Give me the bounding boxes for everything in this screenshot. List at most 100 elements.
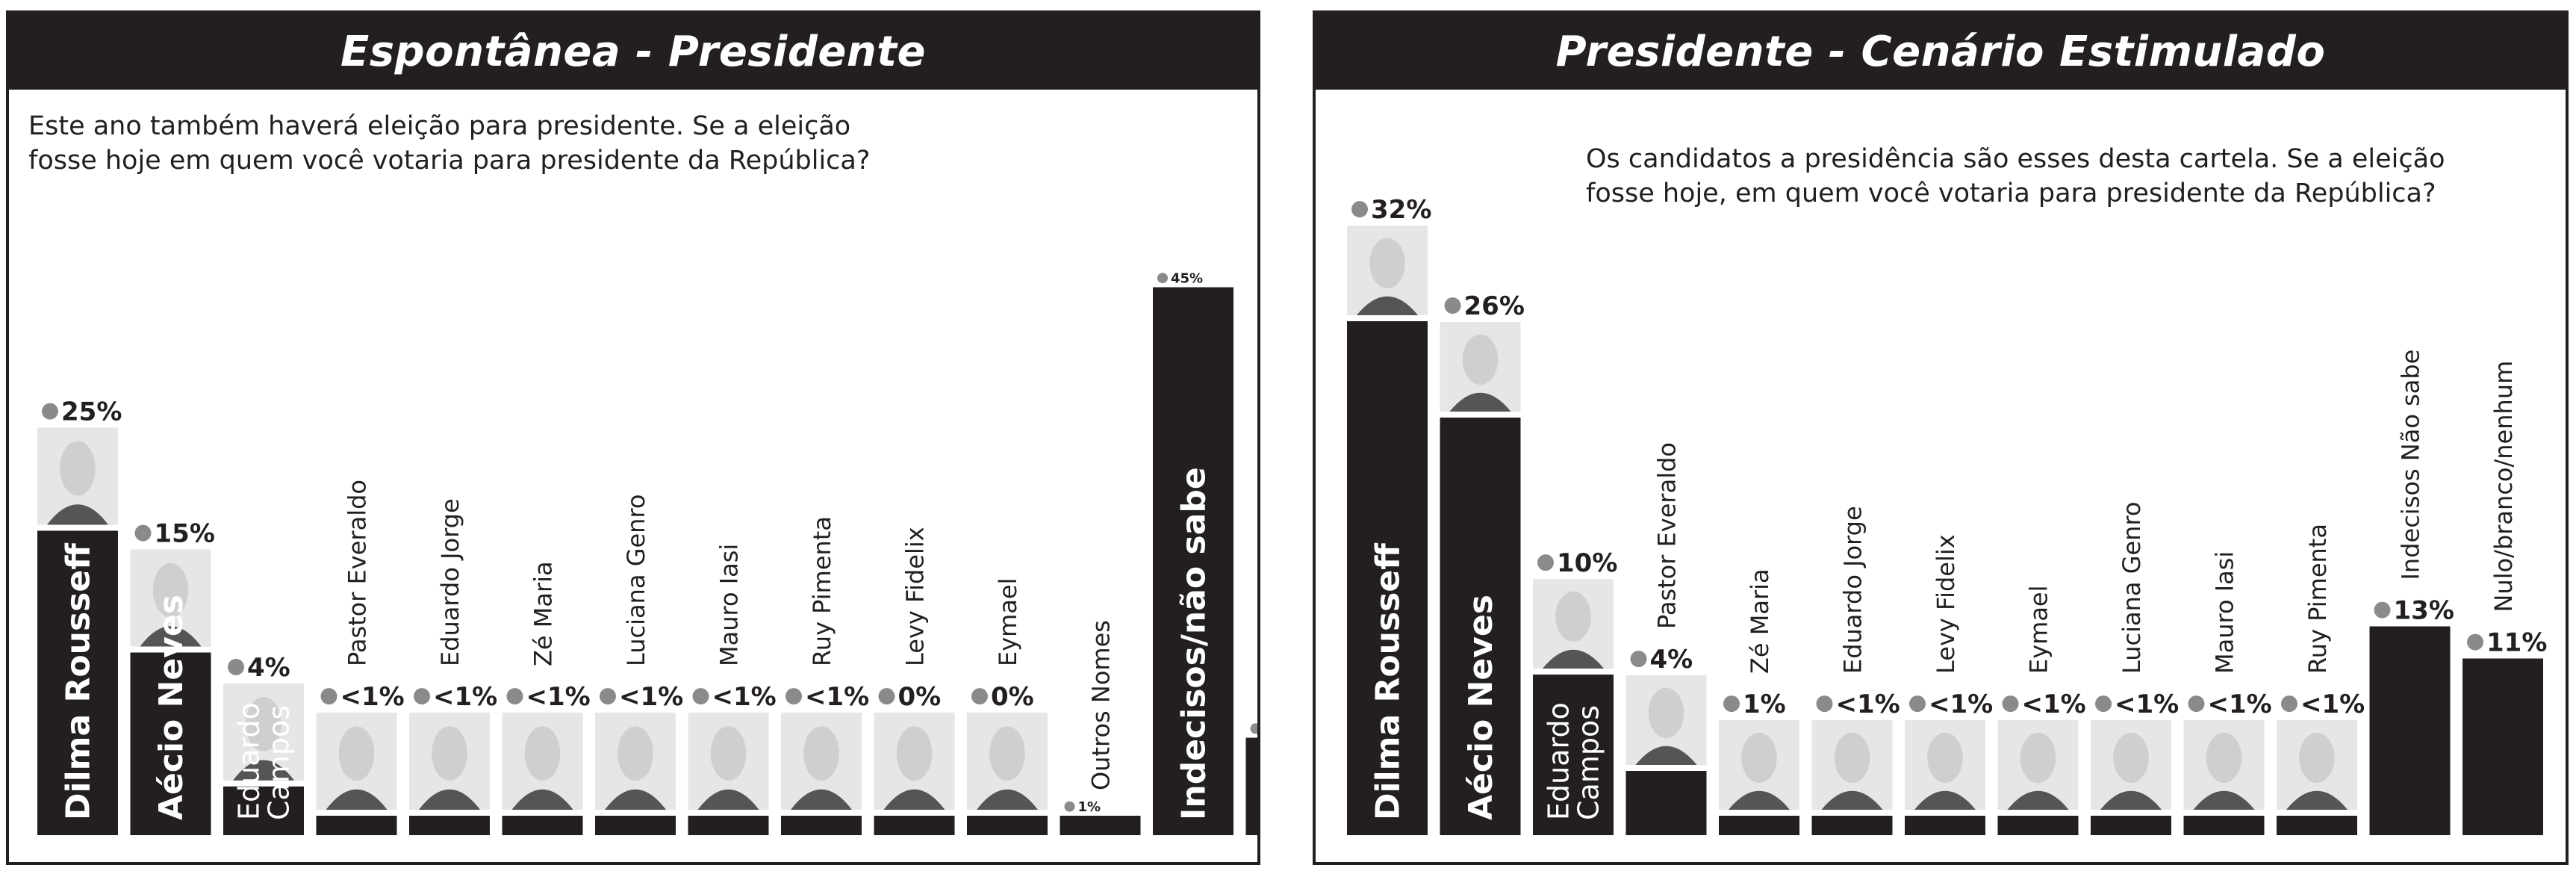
photo-shoulders <box>1728 790 1791 810</box>
value-dot <box>1351 201 1368 218</box>
value-label: 26% <box>1464 291 1525 321</box>
photo-head <box>1648 687 1684 739</box>
photo-shoulders <box>2100 790 2162 810</box>
bar-luciana-genro <box>595 816 676 835</box>
value-label: 15% <box>155 519 215 549</box>
photo-shoulders <box>697 789 759 810</box>
value-dot <box>600 688 616 705</box>
photo-shoulders <box>1449 392 1511 412</box>
value-dot <box>1630 651 1647 668</box>
value-label: <1% <box>526 682 591 712</box>
value-dot <box>506 688 523 705</box>
photo-head <box>2206 732 2242 783</box>
photo-shoulders <box>790 789 853 810</box>
bar-aecio-neves <box>1440 418 1521 835</box>
value-dot <box>2374 601 2391 619</box>
value-label: <1% <box>340 682 405 712</box>
candidate-photo <box>1533 579 1614 669</box>
bar-name-label: Mauro Iasi <box>2211 551 2239 674</box>
candidate-photo <box>1811 720 1893 810</box>
candidate-photo <box>2277 720 2357 810</box>
value-dot <box>42 403 58 420</box>
value-label: 13% <box>2394 596 2454 626</box>
photo-shoulders <box>46 504 109 525</box>
photo-shoulders <box>2286 790 2348 810</box>
value-dot <box>878 688 895 705</box>
candidate-photo <box>1625 675 1707 765</box>
photo-head <box>1927 732 1963 783</box>
photo-head <box>1555 591 1591 642</box>
bar-name-label: Indecisos Não sabe <box>2397 350 2425 580</box>
candidate-photo <box>1347 226 1428 315</box>
photo-head <box>989 726 1025 781</box>
photo-head <box>524 726 561 781</box>
bar-name-label: Outros Nomes <box>1087 620 1116 790</box>
value-label: 1% <box>1078 799 1101 815</box>
bar-eymael <box>967 816 1048 835</box>
bar-name-label: Nulo/branco/nenhum <box>2489 361 2518 613</box>
bar-name-label: Levy Fidelix <box>1932 534 1960 674</box>
value-label: 0% <box>991 682 1034 712</box>
bar-aecio-neves <box>130 652 211 835</box>
bar-name-text: Eduardo <box>1542 702 1575 820</box>
bar-chart-espontanea: 25% Dilma Rousseff 15% Aécio Neves 4% Eduardo… <box>37 271 1257 835</box>
photo-head <box>2020 732 2056 783</box>
value-label: 4% <box>1650 645 1693 675</box>
value-label: <1% <box>433 682 497 712</box>
bar-name-text: Aécio Neves <box>152 595 190 820</box>
bar-name-text: Indecisos/não sabe <box>1175 467 1213 820</box>
photo-shoulders <box>140 626 202 647</box>
bar-nulo-branco-nenhum <box>1245 737 1257 835</box>
value-label: 25% <box>61 397 122 427</box>
value-dot <box>134 524 152 542</box>
photo-shoulders <box>1821 790 1883 810</box>
photo-head <box>803 726 839 781</box>
value-dot <box>2095 695 2112 713</box>
bar-eduardo-jorge <box>409 816 490 835</box>
value-dot <box>1250 723 1257 734</box>
bar-pastor-everaldo <box>316 816 397 835</box>
bar-indecisos-nao-sabe <box>2369 626 2451 835</box>
bar-name-label: Zé Maria <box>529 561 558 666</box>
value-label: 4% <box>247 653 290 683</box>
candidate-photo <box>1905 720 1985 810</box>
bar-name-label: Ruy Pimenta <box>2303 524 2332 674</box>
value-label: <1% <box>1929 689 1993 719</box>
bar-name-label: Luciana Genro <box>622 495 650 667</box>
candidate-photo <box>874 713 955 810</box>
bar-name-text: Dilma Rousseff <box>59 542 97 820</box>
bar-name-label: Levy Fidelix <box>901 527 930 666</box>
photo-head <box>1462 334 1499 385</box>
photo-shoulders <box>2007 790 2069 810</box>
bar-luciana-genro <box>2091 816 2171 835</box>
value-dot <box>320 688 337 705</box>
value-dot <box>1064 801 1075 812</box>
photo-shoulders <box>1914 790 1976 810</box>
bar-eduardo-campos <box>223 786 304 835</box>
candidate-photo <box>688 713 769 810</box>
photo-shoulders <box>1635 746 1697 765</box>
photo-shoulders <box>232 760 295 781</box>
photo-head <box>2299 732 2335 783</box>
bar-name-label: Ruy Pimenta <box>808 516 836 666</box>
bar-name-label: Eduardo Jorge <box>436 498 464 666</box>
value-dot <box>1444 297 1461 314</box>
photo-head <box>60 441 96 496</box>
chart-panel-espontanea: Espontânea - Presidente Este ano também … <box>6 10 1260 865</box>
candidate-photo <box>967 713 1048 810</box>
photo-head <box>1741 732 1777 783</box>
bar-name-label: Eymael <box>2025 585 2053 674</box>
value-label: 45% <box>1171 271 1203 287</box>
value-dot <box>1723 695 1740 713</box>
value-dot <box>1816 695 1833 713</box>
value-dot <box>971 688 988 705</box>
value-label: <1% <box>2208 689 2272 719</box>
value-label: 1% <box>1743 689 1786 719</box>
bar-chart-estimulado: 32% Dilma Rousseff 26% Aécio Neves 10% Eduard… <box>1347 195 2547 835</box>
bar-ruy-pimenta <box>781 816 862 835</box>
bar-nulo-branco-nenhum <box>2463 658 2543 835</box>
bar-name-text: Campos <box>262 705 295 820</box>
value-label: <1% <box>2300 689 2365 719</box>
value-label: <1% <box>2115 689 2179 719</box>
